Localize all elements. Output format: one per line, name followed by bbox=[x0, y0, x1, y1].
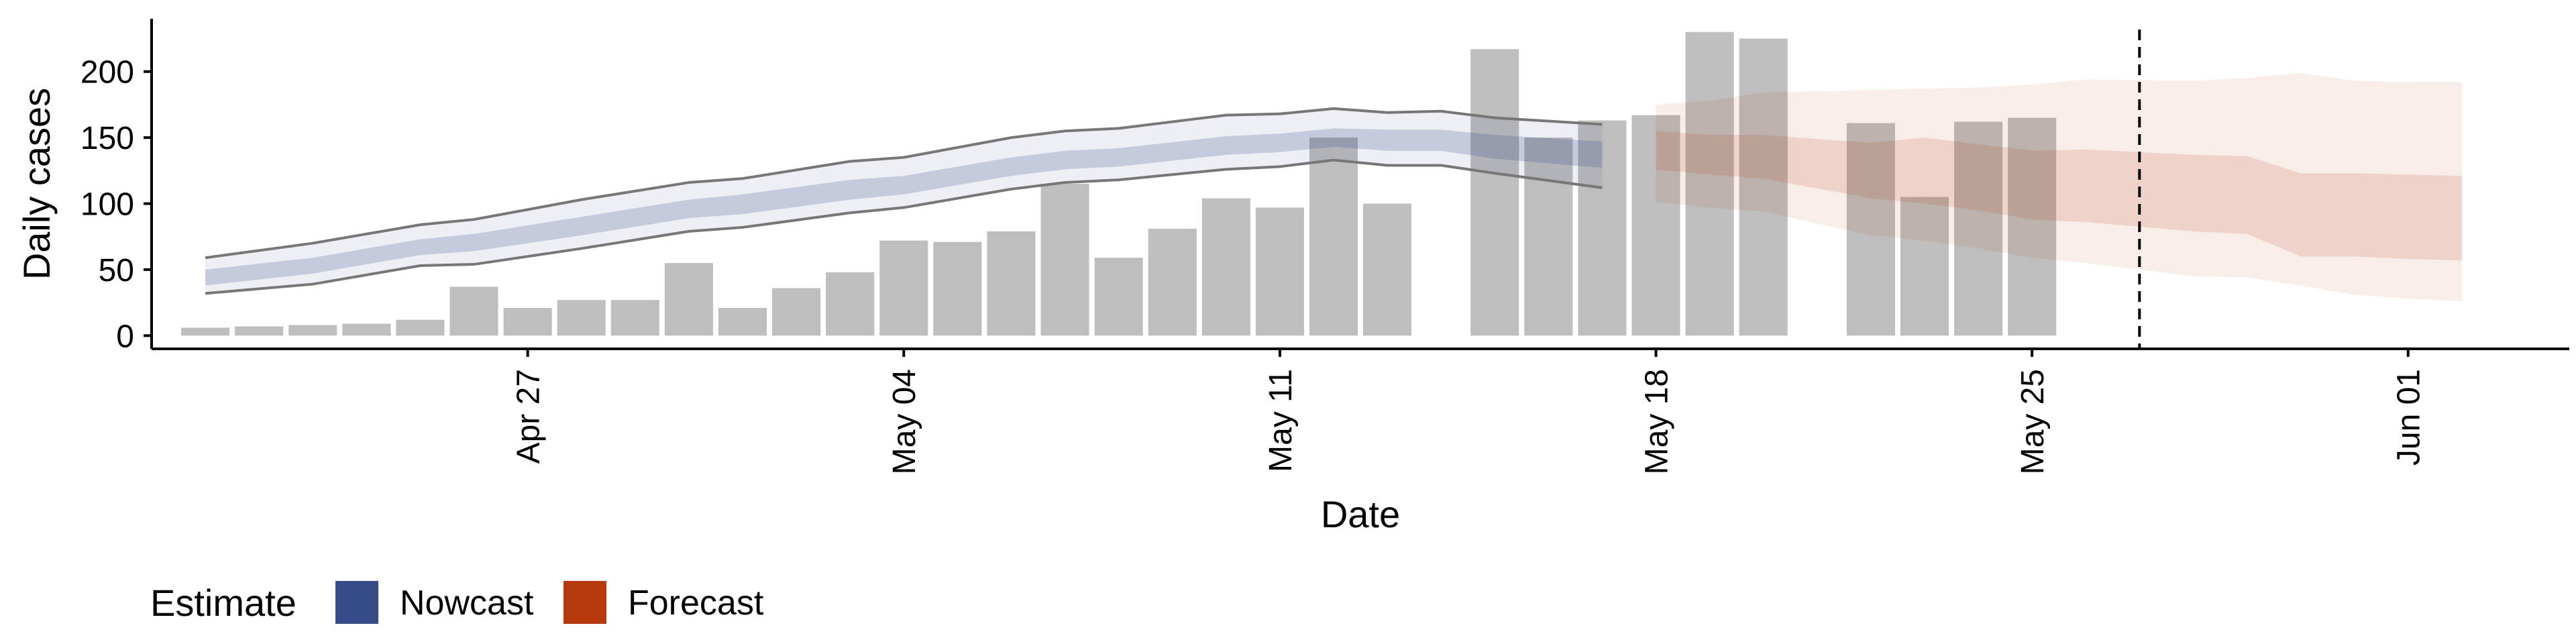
bar bbox=[772, 288, 821, 336]
bar bbox=[557, 300, 606, 336]
bar bbox=[1363, 203, 1412, 336]
plot-area bbox=[181, 30, 2462, 349]
bar bbox=[933, 241, 982, 336]
bar bbox=[396, 319, 445, 336]
bar bbox=[503, 307, 552, 336]
bar bbox=[718, 307, 767, 336]
bars bbox=[181, 32, 2057, 336]
bar bbox=[1201, 198, 1250, 336]
bar bbox=[1255, 207, 1304, 336]
bar bbox=[181, 327, 230, 336]
x-tick-label: May 25 bbox=[2015, 369, 2051, 474]
y-tick-label: 100 bbox=[80, 187, 134, 223]
legend-swatch-nowcast bbox=[335, 581, 378, 624]
x-tick-label: Jun 01 bbox=[2392, 369, 2427, 466]
forecast-band-90 bbox=[1656, 72, 2462, 302]
forecast-series bbox=[1656, 72, 2462, 302]
bar bbox=[1524, 138, 1573, 336]
nowcast-band-50 bbox=[205, 128, 1603, 286]
legend-swatch-forecast bbox=[564, 581, 606, 624]
nowcast-band-90 bbox=[205, 108, 1603, 294]
nowcast-lower-bound-line bbox=[205, 158, 1603, 295]
x-tick-label: May 04 bbox=[887, 369, 922, 474]
y-ticks: 0 50 100 150 200 bbox=[80, 55, 152, 354]
bar bbox=[1900, 197, 1949, 336]
bar bbox=[1685, 32, 1734, 336]
bar bbox=[1739, 38, 1788, 336]
y-tick-label: 150 bbox=[80, 121, 134, 156]
bar bbox=[1631, 115, 1680, 336]
bar bbox=[2008, 117, 2057, 336]
bar bbox=[987, 231, 1036, 336]
bar bbox=[664, 263, 713, 336]
bar bbox=[342, 323, 391, 336]
bar bbox=[1094, 258, 1143, 336]
forecast-band-50 bbox=[1656, 131, 2462, 261]
legend-label-nowcast: Nowcast bbox=[400, 584, 534, 623]
bar bbox=[288, 325, 337, 336]
bar bbox=[610, 300, 659, 336]
legend-title: Estimate bbox=[150, 582, 297, 624]
bar bbox=[826, 272, 875, 336]
y-axis-title: Daily cases bbox=[15, 88, 58, 280]
bar bbox=[1846, 123, 1895, 336]
bar bbox=[1578, 120, 1627, 336]
nowcast-series bbox=[205, 107, 1603, 295]
bar bbox=[1148, 228, 1197, 336]
bar bbox=[1953, 121, 2003, 336]
y-tick-label: 200 bbox=[80, 55, 134, 91]
legend: Estimate Nowcast Forecast bbox=[150, 581, 764, 624]
nowcast-upper-bound-line bbox=[205, 107, 1603, 260]
bar bbox=[449, 286, 498, 336]
axes: 0 50 100 150 200 Apr 27 May 04 May 11 May 18 May… bbox=[80, 19, 2569, 474]
x-tick-label: May 11 bbox=[1263, 369, 1299, 472]
legend-label-forecast: Forecast bbox=[628, 584, 764, 623]
x-axis-title: Date bbox=[1321, 493, 1400, 535]
y-tick-label: 50 bbox=[99, 253, 134, 288]
x-tick-label: May 18 bbox=[1639, 369, 1674, 474]
bar bbox=[1309, 138, 1358, 336]
bar bbox=[879, 240, 928, 336]
bar bbox=[235, 326, 284, 336]
y-tick-label: 0 bbox=[116, 319, 134, 354]
x-ticks: Apr 27 May 04 May 11 May 18 May 25 Jun 01 bbox=[511, 349, 2427, 474]
bar bbox=[1470, 49, 1519, 336]
bar bbox=[1040, 184, 1089, 336]
x-tick-label: Apr 27 bbox=[511, 369, 547, 464]
